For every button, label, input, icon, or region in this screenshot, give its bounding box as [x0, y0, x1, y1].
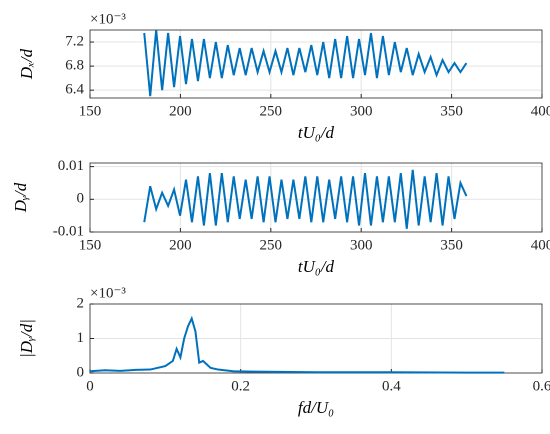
x-tick-label: 400: [531, 103, 550, 119]
x-tick-label: 300: [350, 103, 373, 119]
x-tick-label: 150: [79, 237, 102, 253]
x-tick-label: 0.2: [231, 378, 250, 394]
x-axis-label: tU₀/d: [298, 123, 335, 142]
y-tick-label: 0: [77, 364, 85, 380]
x-tick-label: 300: [350, 237, 373, 253]
x-tick-label: 250: [260, 237, 283, 253]
y-tick-label: 0.01: [58, 158, 84, 174]
axes-box: [89, 29, 543, 99]
y-tick-label: 2: [77, 295, 85, 311]
y-axis-label: |Dᵧ/d|: [17, 319, 36, 358]
y-tick-label: 6.8: [65, 58, 84, 74]
data-line: [143, 169, 468, 229]
plot-area: [90, 163, 542, 232]
data-line: [143, 29, 468, 97]
y-tick-label: 7.2: [65, 33, 84, 49]
y-tick-label: 0: [77, 191, 85, 207]
x-tick-label: 350: [440, 103, 463, 119]
x-tick-label: 350: [440, 237, 463, 253]
y-axis-label: Dᵧ/d: [11, 182, 30, 213]
y-tick-label: 6.4: [65, 82, 84, 98]
data-line: [89, 315, 505, 374]
y-tick-label: -0.01: [53, 223, 84, 239]
axes-box: [89, 162, 543, 233]
x-tick-label: 200: [169, 237, 192, 253]
x-tick-label: 0.6: [533, 378, 550, 394]
x-axis-label: tU₀/d: [298, 257, 335, 276]
x-tick-label: 250: [260, 103, 283, 119]
axis-multiplier: ×10⁻³: [90, 11, 126, 27]
x-tick-label: 150: [79, 103, 102, 119]
x-tick-label: 200: [169, 103, 192, 119]
x-tick-label: 0.4: [382, 378, 401, 394]
y-tick-label: 1: [77, 330, 85, 346]
x-axis-label: fd/U₀: [298, 398, 334, 417]
x-tick-label: 0: [86, 378, 94, 394]
x-tick-label: 400: [531, 237, 550, 253]
axis-multiplier: ×10⁻³: [90, 285, 126, 301]
y-axis-label: Dₓ/d: [17, 48, 36, 80]
